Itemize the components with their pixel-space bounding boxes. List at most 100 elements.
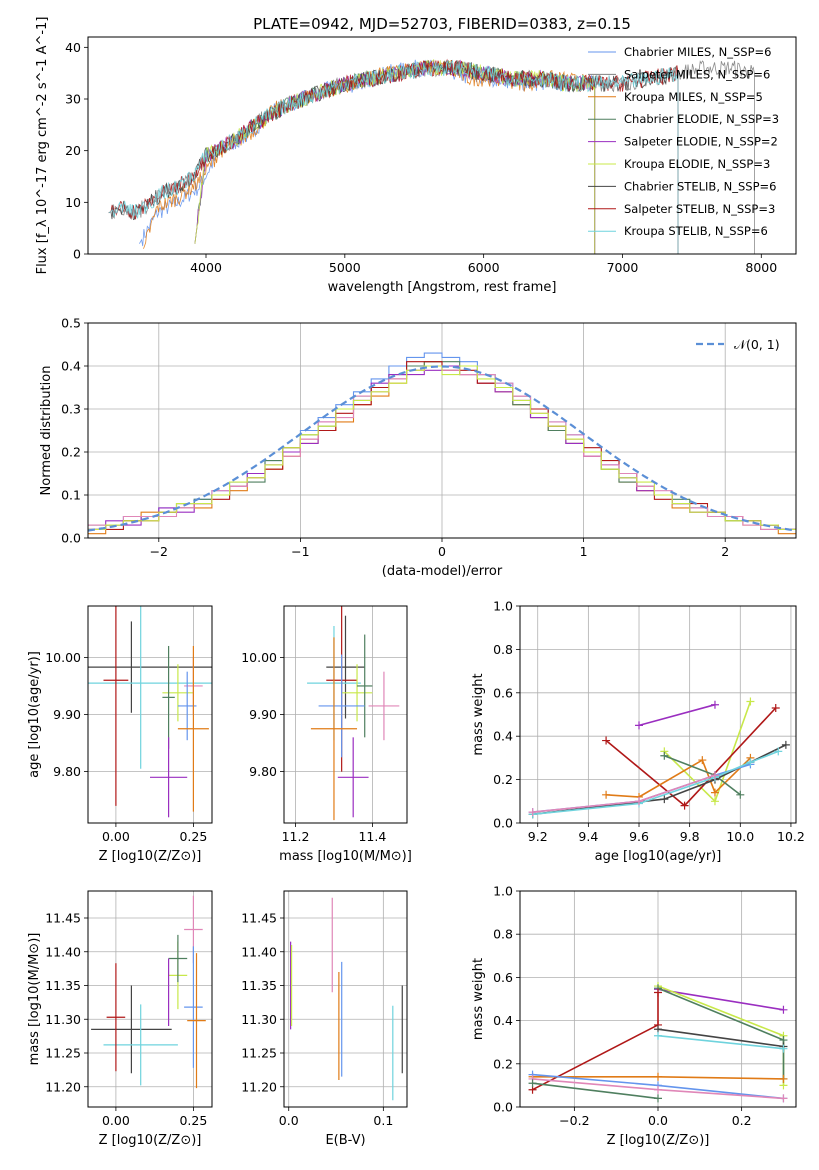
x-tick-label: 11.4	[358, 829, 386, 844]
x-tick-label: 6000	[468, 260, 500, 275]
legend-entry: Kroupa STELIB, N_SSP=6	[624, 224, 768, 238]
error-bar-point	[88, 621, 212, 713]
weight-point	[746, 697, 755, 706]
x-tick-label: 2	[721, 544, 729, 559]
y-tick-label: 0.1	[61, 488, 81, 503]
x-axis-label: Z [log10(Z/Z⊙)]	[99, 1133, 202, 1148]
y-tick-label: 10.00	[241, 650, 277, 665]
y-tick-label: 0.0	[61, 531, 81, 546]
y-tick-label: 0.4	[61, 359, 81, 374]
x-axis-label: Z [log10(Z/Z⊙)]	[607, 1133, 710, 1148]
weight-point	[654, 988, 662, 997]
weight-point	[710, 700, 719, 709]
axes-frame	[519, 605, 797, 824]
x-tick-label: 0.00	[102, 829, 130, 844]
legend-entry: 𝒩(0, 1)	[734, 337, 780, 352]
y-tick-label: 0.3	[61, 402, 81, 417]
y-tick-label: 11.35	[45, 978, 81, 993]
error-bar-point	[103, 1004, 178, 1086]
x-tick-label: 8000	[745, 260, 777, 275]
y-axis-label: age [log10(age/yr)]	[27, 651, 42, 778]
y-tick-label: 11.20	[45, 1079, 81, 1094]
axes-frame	[87, 36, 797, 255]
weight-series-line	[657, 1034, 784, 1050]
y-tick-label: 0.6	[493, 970, 513, 985]
y-tick-label: 0.4	[493, 729, 513, 744]
weight-series-line	[638, 703, 716, 727]
error-bar-point	[357, 634, 373, 738]
age-vs-mass-panel: 11.2 11.4 9.80 9.90 10.00 mass [log10(M/M⊙)]	[241, 605, 412, 864]
weight-series-line	[532, 774, 716, 813]
y-tick-label: 11.20	[241, 1079, 277, 1094]
y-tick-label: 9.80	[249, 764, 277, 779]
error-bar-point	[310, 637, 358, 821]
weight-series-line	[532, 992, 659, 1091]
x-tick-label: 11.2	[282, 829, 310, 844]
error-bar-point	[162, 645, 175, 749]
legend-entry: Chabrier STELIB, N_SSP=6	[624, 179, 776, 193]
y-tick-label: 11.35	[241, 978, 277, 993]
error-bar-point	[91, 985, 172, 1074]
y-tick-label: 0.2	[493, 1056, 513, 1071]
weight-series-line	[532, 1082, 659, 1100]
error-bar-point	[318, 654, 365, 758]
weight-point	[602, 790, 611, 799]
spectrum-series-line	[108, 59, 679, 254]
error-bar-point	[368, 671, 400, 741]
weight-series-line	[532, 763, 751, 813]
x-tick-label: 5000	[329, 260, 361, 275]
weight-point	[779, 1044, 788, 1053]
error-bar-point	[187, 953, 206, 1089]
error-bar-point	[106, 963, 126, 1072]
error-bar-point	[184, 946, 203, 1068]
x-tick-label: 0.25	[179, 829, 207, 844]
legend-entry: Salpeter ELODIE, N_SSP=2	[624, 135, 778, 149]
weight-point	[746, 758, 755, 767]
weight-series-line	[532, 750, 779, 816]
weight-point	[779, 1094, 788, 1103]
x-axis-label: (data-model)/error	[382, 564, 503, 579]
x-tick-label: 1	[580, 544, 588, 559]
x-tick-label: 9.2	[528, 829, 548, 844]
x-axis-label: Z [log10(Z/Z⊙)]	[99, 849, 202, 864]
y-tick-label: 11.40	[241, 944, 277, 959]
weight-vs-metallicity-panel: −0.2 0.0 0.2 0.0 0.2 0.4 0.6 0.8 1.0 Z [log10(Z/Z…	[471, 884, 797, 1148]
y-tick-label: 30	[65, 92, 81, 107]
y-tick-label: 11.45	[45, 911, 81, 926]
weight-series-line	[657, 987, 785, 1079]
weight-point	[528, 808, 537, 817]
error-bar-point	[326, 615, 365, 719]
error-bar-point	[150, 737, 188, 818]
x-tick-label: 10.0	[726, 829, 754, 844]
y-tick-label: 9.90	[249, 707, 277, 722]
y-tick-label: 0.6	[493, 685, 513, 700]
legend-entry: Kroupa ELODIE, N_SSP=3	[624, 157, 770, 171]
mass-vs-extinction-panel: 0.0 0.1 11.20 11.25 11.30 11.35 11.40 11.45 E(B-…	[241, 890, 408, 1148]
y-tick-label: 11.45	[241, 911, 277, 926]
y-tick-label: 40	[65, 40, 81, 55]
x-tick-label: 9.8	[680, 829, 700, 844]
legend-entry: Salpeter MILES, N_SSP=6	[624, 67, 770, 81]
weight-point	[779, 1005, 788, 1014]
weight-point	[654, 1072, 662, 1081]
y-tick-label: 0.2	[61, 445, 81, 460]
x-tick-label: 0.00	[102, 1113, 130, 1128]
y-tick-label: 0.4	[493, 1013, 513, 1028]
y-tick-label: 11.25	[45, 1046, 81, 1061]
x-tick-label: 4000	[190, 260, 222, 275]
x-tick-label: 0.0	[279, 1113, 299, 1128]
legend-entry: Chabrier MILES, N_SSP=6	[624, 45, 771, 59]
spectrum-series-line	[108, 58, 679, 254]
y-axis-label: mass [log10(M/M⊙)]	[27, 933, 42, 1066]
y-tick-label: 0.8	[493, 642, 513, 657]
x-tick-label: 0.2	[732, 1113, 752, 1128]
x-tick-label: 0.1	[373, 1113, 393, 1128]
spectrum-series-line	[194, 59, 596, 254]
legend-entry: Kroupa MILES, N_SSP=5	[624, 90, 763, 104]
weight-point	[660, 751, 669, 760]
y-tick-label: 0.0	[493, 816, 513, 831]
x-tick-label: 7000	[607, 260, 639, 275]
x-tick-label: 0.25	[179, 1113, 207, 1128]
error-bar-point	[337, 737, 369, 818]
